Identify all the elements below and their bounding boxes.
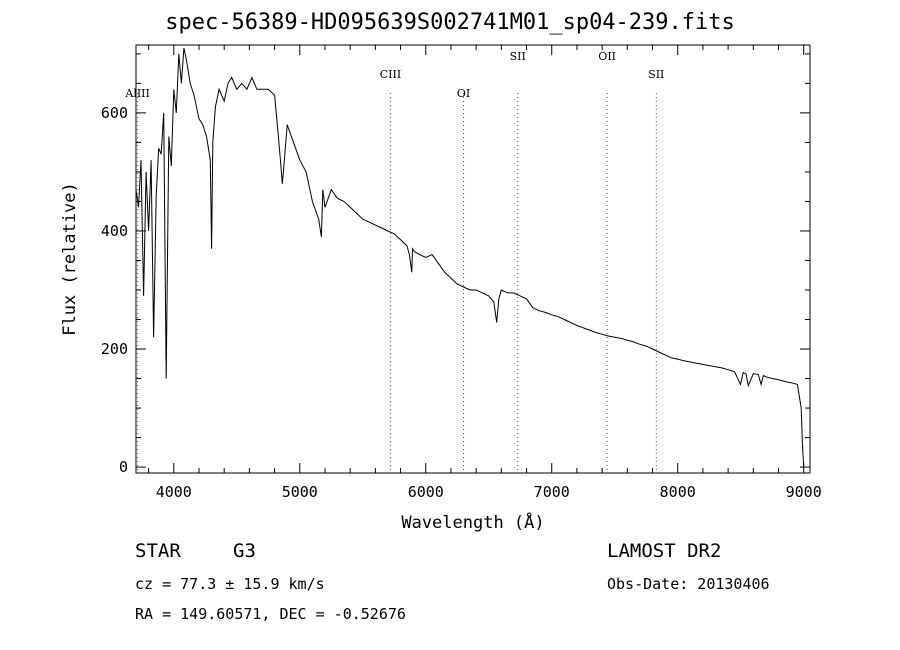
object-subclass: G3 [233, 540, 256, 562]
marker-label: CIII [380, 68, 401, 81]
x-tick-label: 8000 [660, 483, 696, 501]
y-axis-label: Flux (relative) [60, 182, 80, 336]
marker-label: SII [648, 68, 664, 81]
y-tick-label: 600 [101, 104, 128, 122]
coordinates-text: RA = 149.60571, DEC = -0.52676 [135, 605, 406, 623]
y-tick-label: 400 [101, 222, 128, 240]
marker-label: OI [457, 87, 470, 100]
marker-label: OII [598, 50, 616, 63]
chart-title: spec-56389-HD095639S002741M01_sp04-239.f… [165, 10, 735, 35]
velocity-text: cz = 77.3 ± 15.9 km/s [135, 575, 325, 593]
marker-label: SII [510, 50, 526, 63]
survey-name: LAMOST DR2 [607, 540, 722, 562]
x-axis-label: Wavelength (Å) [401, 511, 544, 533]
x-tick-label: 5000 [282, 483, 318, 501]
y-tick-label: 0 [119, 458, 128, 476]
object-class: STAR [135, 540, 181, 562]
x-tick-label: 7000 [534, 483, 570, 501]
y-tick-label: 200 [101, 340, 128, 358]
x-tick-label: 6000 [408, 483, 444, 501]
plot-frame [135, 44, 811, 474]
spectrum-line [135, 47, 805, 468]
obs-date-text: Obs-Date: 20130406 [607, 575, 770, 593]
x-tick-label: 4000 [156, 483, 192, 501]
marker-label: AlIII [124, 87, 150, 100]
x-tick-label: 9000 [786, 483, 822, 501]
